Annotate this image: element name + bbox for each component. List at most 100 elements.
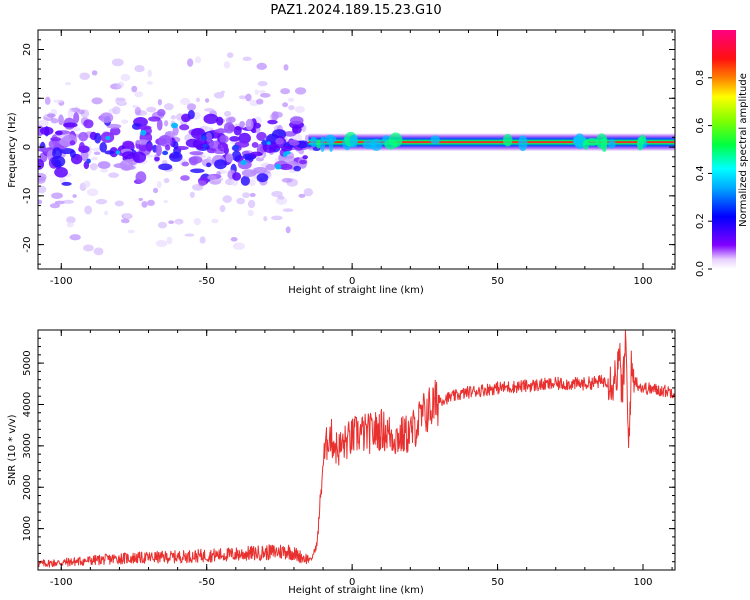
spectrogram-signal-blob bbox=[232, 172, 242, 181]
spectrogram-hotspot bbox=[171, 122, 179, 129]
spectrogram-noise-blob bbox=[245, 93, 252, 102]
spectrogram-signal-blob bbox=[59, 137, 73, 147]
spectrogram-noise-blob bbox=[69, 234, 81, 241]
spectrogram-noise-blob bbox=[199, 236, 206, 244]
spectrogram-signal-blob bbox=[104, 150, 115, 155]
spectrogram-x-tick-label: 100 bbox=[633, 276, 652, 287]
spectrogram-noise-blob bbox=[91, 97, 103, 105]
spectrogram-signal-blob bbox=[173, 141, 179, 150]
spectrogram-noise-blob bbox=[120, 73, 131, 82]
spectrogram-band-bump bbox=[349, 134, 359, 148]
spectrogram-noise-blob bbox=[256, 62, 267, 70]
spectrogram-noise-blob bbox=[242, 56, 252, 62]
spectrogram-noise-blob bbox=[213, 91, 225, 99]
spectrogram-noise-blob bbox=[49, 203, 61, 209]
spectrogram-signal-blob bbox=[189, 151, 204, 156]
spectrogram-signal-blob bbox=[135, 139, 150, 145]
spectrogram-noise-blob bbox=[141, 200, 148, 208]
spectrogram-noise-blob bbox=[44, 96, 51, 105]
spectrogram-signal-blob bbox=[69, 140, 76, 146]
spectrogram-band-bump bbox=[384, 139, 398, 150]
spectrogram-noise-blob bbox=[38, 119, 49, 127]
spectrogram-signal-blob bbox=[154, 156, 160, 162]
spectrogram-signal-blob bbox=[58, 114, 64, 126]
spectrogram-signal-blob bbox=[73, 112, 80, 124]
spectrogram-hotspot bbox=[105, 135, 111, 141]
spectrogram-noise-blob bbox=[156, 181, 162, 189]
spectrogram-hotspot bbox=[232, 144, 240, 151]
spectrogram-x-tick-label: 50 bbox=[491, 276, 504, 287]
spectrogram-noise-blob bbox=[247, 199, 256, 209]
spectrogram-signal-blob bbox=[156, 118, 163, 131]
snr-y-tick-label: 1000 bbox=[22, 516, 33, 541]
spectrogram-noise-blob bbox=[62, 199, 74, 204]
spectrogram-noise-blob bbox=[163, 177, 170, 184]
spectrogram-noise-blob bbox=[247, 209, 254, 217]
spectrogram-signal-blob bbox=[51, 155, 66, 168]
spectrogram-hotspot bbox=[266, 141, 271, 145]
spectrogram-hotspot bbox=[282, 151, 288, 158]
spectrogram-noise-blob bbox=[89, 163, 98, 171]
spectrogram-signal-blob bbox=[180, 175, 190, 181]
spectrogram-hotspot bbox=[200, 135, 208, 141]
spectrogram-noise-blob bbox=[115, 83, 122, 90]
spectrogram-noise-blob bbox=[53, 99, 64, 103]
spectrogram-noise-blob bbox=[257, 81, 268, 87]
spectrogram-y-tick-label: 10 bbox=[22, 92, 33, 105]
spectrogram-noise-blob bbox=[166, 236, 173, 245]
spectrogram-noise-blob bbox=[179, 97, 191, 105]
spectrogram-noise-blob bbox=[50, 118, 59, 124]
spectrogram-noise-blob bbox=[267, 172, 272, 179]
spectrogram-noise-blob bbox=[112, 106, 121, 115]
spectrogram-signal-blob bbox=[38, 147, 51, 152]
spectrogram-signal-blob bbox=[251, 141, 259, 148]
spectrogram-signal-blob bbox=[54, 167, 68, 178]
spectrogram-band-bump bbox=[370, 138, 383, 151]
spectrogram-band-bump bbox=[518, 135, 528, 152]
spectrogram-signal-blob bbox=[281, 145, 293, 152]
spectrogram-signal-blob bbox=[135, 171, 147, 184]
spectrogram-noise-blob bbox=[147, 199, 155, 206]
spectrogram-hotspot bbox=[140, 129, 147, 136]
spectrogram-y-tick-label: -10 bbox=[22, 188, 33, 204]
spectrogram-signal-blob bbox=[99, 112, 114, 123]
snr-x-tick-label: 100 bbox=[633, 577, 652, 588]
spectrogram-signal-blob bbox=[275, 137, 284, 145]
colorbar-tick-label: 0.2 bbox=[695, 213, 706, 229]
spectrogram-signal-blob bbox=[122, 140, 134, 148]
colorbar-gradient bbox=[712, 30, 736, 269]
spectrogram-noise-blob bbox=[66, 221, 74, 228]
spectrogram-noise-blob bbox=[168, 220, 175, 225]
snr-y-ticks: 1000 2000 3000 4000 5000 bbox=[22, 329, 675, 571]
spectrogram-hotspot bbox=[275, 164, 282, 170]
spectrogram-noise-blob bbox=[175, 221, 181, 225]
spectrogram-band-bump bbox=[636, 136, 644, 151]
spectrogram-signal-blob bbox=[289, 116, 304, 125]
spectrogram-signal-blob bbox=[207, 175, 217, 181]
colorbar-tick-label: 0.0 bbox=[695, 261, 706, 277]
spectrogram-signal-blob bbox=[205, 132, 213, 143]
spectrogram-noise-blob bbox=[64, 81, 72, 86]
spectrogram-noise-blob bbox=[131, 85, 138, 93]
spectrogram-noise-blob bbox=[38, 172, 47, 182]
spectrogram-signal-blob bbox=[256, 131, 267, 141]
spectrogram-noise-blob bbox=[146, 106, 157, 113]
colorbar-label: Normalized spectral amplitude bbox=[738, 73, 749, 227]
spectrogram-signal-blob bbox=[138, 142, 148, 152]
spectrogram-x-tick-label: -100 bbox=[50, 276, 73, 287]
spectrogram-noise-blob bbox=[260, 163, 266, 167]
spectrogram-signal-blob bbox=[241, 169, 257, 177]
spectrogram-x-tick-label: 0 bbox=[349, 276, 355, 287]
spectrogram-noise-blob bbox=[114, 200, 124, 207]
spectrogram-signal-blob bbox=[46, 113, 56, 118]
spectrogram-noise-blob bbox=[220, 90, 225, 94]
colorbar-tick-label: 0.8 bbox=[695, 70, 706, 86]
spectrogram-noise-blob bbox=[120, 218, 130, 224]
spectrogram-signal-blob bbox=[299, 159, 307, 165]
spectrogram-noise-blob bbox=[238, 95, 247, 100]
snr-y-tick-label: 2000 bbox=[22, 475, 33, 500]
spectrogram-signal-blob bbox=[238, 132, 251, 144]
spectrogram-noise-blob bbox=[186, 58, 194, 67]
spectrogram-signal-blob bbox=[292, 125, 302, 134]
